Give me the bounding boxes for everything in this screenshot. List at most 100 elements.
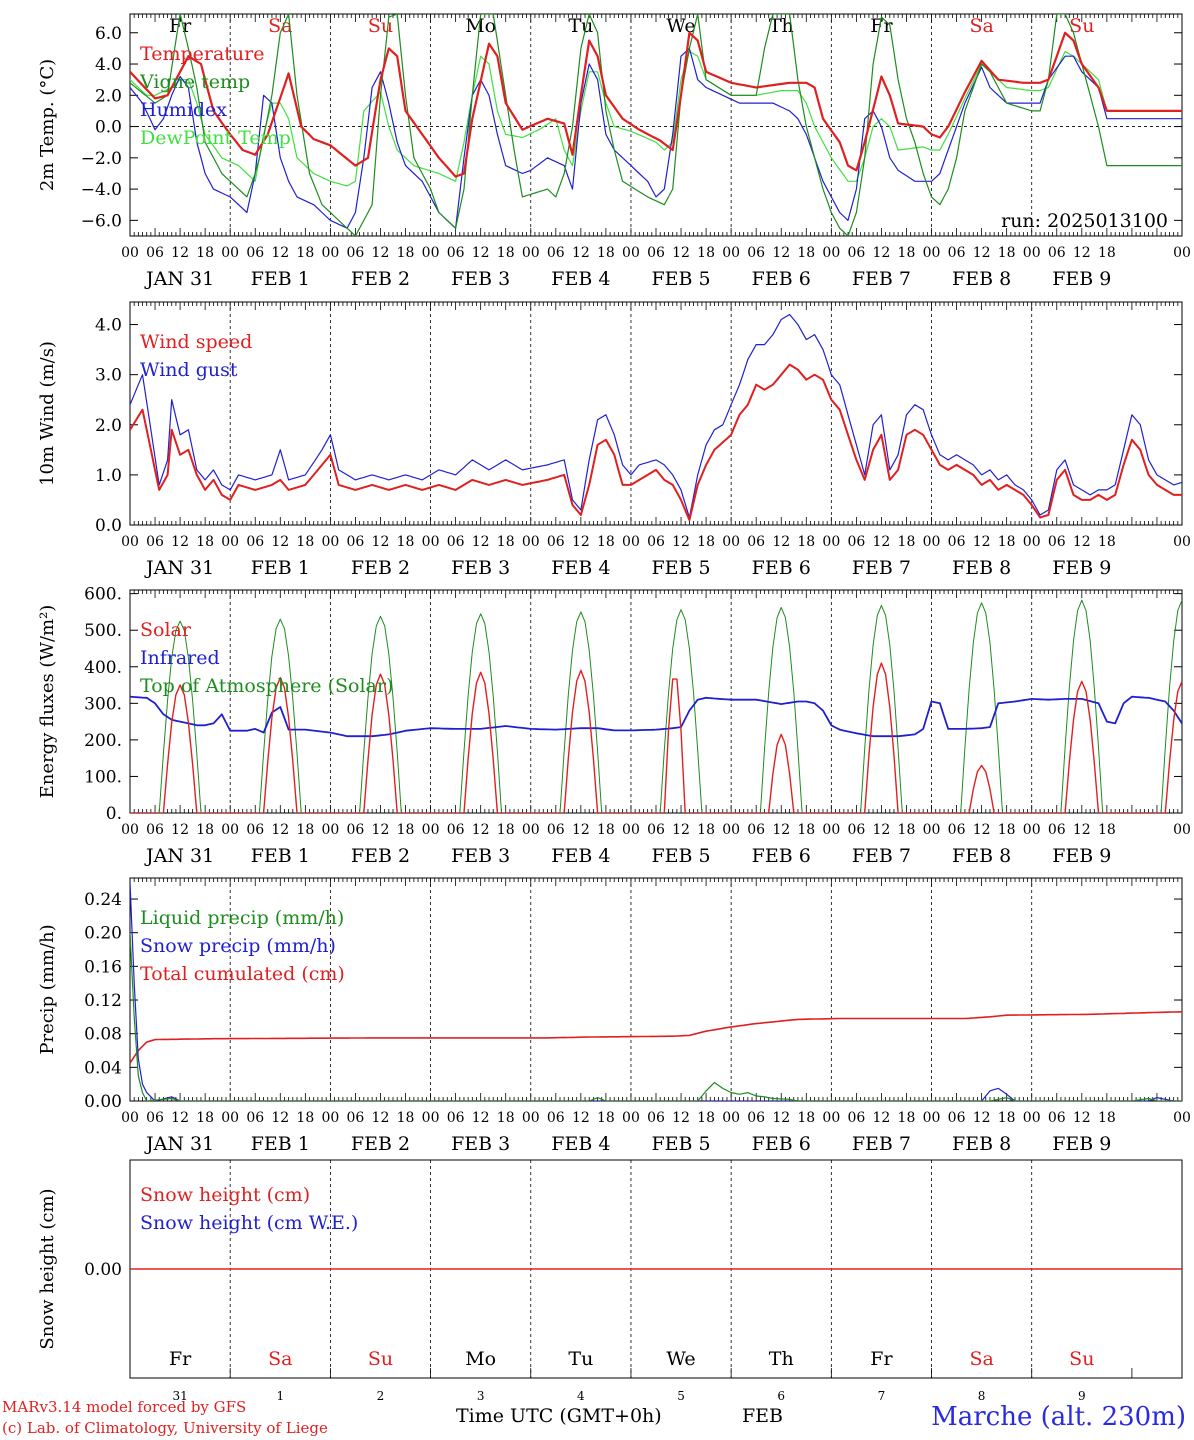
date-label: FEB 8 xyxy=(952,557,1011,579)
y-tick-label: 0.08 xyxy=(84,1025,122,1045)
hour-tick-label: 18 xyxy=(196,1110,214,1126)
weekday-label: We xyxy=(666,1348,695,1370)
date-label: FEB 7 xyxy=(852,845,911,867)
date-label: FEB 5 xyxy=(651,268,710,290)
hour-tick-label: 12 xyxy=(772,822,790,838)
hour-tick-label: 00 xyxy=(1173,1110,1191,1126)
date-label: FEB 7 xyxy=(852,268,911,290)
hour-tick-label: 12 xyxy=(572,245,590,261)
y-tick-label: 1.0 xyxy=(95,466,122,486)
time-axis-title: Time UTC (GMT+0h) xyxy=(456,1405,662,1427)
date-label: JAN 31 xyxy=(144,268,214,290)
weekday-label: Su xyxy=(1069,1348,1094,1370)
hour-tick-label: 18 xyxy=(697,245,715,261)
hour-tick-label: 06 xyxy=(347,534,365,550)
hour-tick-label: 12 xyxy=(973,1110,991,1126)
hour-tick-label: 06 xyxy=(847,534,865,550)
hour-tick-label: 06 xyxy=(547,534,565,550)
hour-tick-label: 12 xyxy=(472,534,490,550)
hour-tick-label: 06 xyxy=(647,822,665,838)
weekday-label: Fr xyxy=(169,15,192,37)
date-label: FEB 3 xyxy=(451,557,510,579)
date-label: FEB 4 xyxy=(551,557,610,579)
y-tick-label: 100. xyxy=(84,767,122,787)
hour-tick-label: 06 xyxy=(948,1110,966,1126)
hour-tick-label: 00 xyxy=(1023,534,1041,550)
hour-tick-label: 18 xyxy=(797,245,815,261)
series-group xyxy=(130,313,1182,521)
date-label: FEB 1 xyxy=(251,845,310,867)
date-label: FEB 7 xyxy=(852,1133,911,1155)
hour-tick-label: 12 xyxy=(672,534,690,550)
hour-tick-label: 18 xyxy=(497,1110,515,1126)
hour-tick-label: 06 xyxy=(747,245,765,261)
hour-tick-label: 12 xyxy=(772,245,790,261)
legend-entry: Wind speed xyxy=(140,331,252,353)
month-label: FEB xyxy=(742,1405,784,1427)
hour-tick-label: 06 xyxy=(948,822,966,838)
series-line-dewpoint-temp xyxy=(130,50,1182,187)
hour-tick-label: 12 xyxy=(472,1110,490,1126)
legend-entry: Snow height (cm) xyxy=(140,1184,310,1206)
hour-tick-label: 18 xyxy=(196,822,214,838)
hour-tick-label: 06 xyxy=(146,245,164,261)
hour-tick-label: 18 xyxy=(597,534,615,550)
hour-tick-label: 06 xyxy=(146,1110,164,1126)
hour-tick-label: 18 xyxy=(797,822,815,838)
date-label: FEB 5 xyxy=(651,845,710,867)
hour-tick-label: 00 xyxy=(522,1110,540,1126)
hour-tick-label: 18 xyxy=(1098,822,1116,838)
panel-precip: 00 06 12 18 00 06 12 18 00 06 12 18 00 06 12 18 00 06 12 18… xyxy=(37,877,1191,1155)
weekday-label: Mo xyxy=(465,15,496,37)
hour-tick-label: 06 xyxy=(347,245,365,261)
hour-tick-label: 00 xyxy=(1173,534,1191,550)
hour-tick-label: 06 xyxy=(847,1110,865,1126)
day-number-label: 6 xyxy=(777,1389,785,1403)
day-number-label: 2 xyxy=(377,1389,385,1403)
hour-tick-label: 18 xyxy=(1098,1110,1116,1126)
hour-tick-label: 00 xyxy=(622,245,640,261)
series-line-liquid-precip-mm-h- xyxy=(130,932,1182,1101)
y-tick-label: 0. xyxy=(106,804,122,824)
hour-tick-label: 00 xyxy=(1023,245,1041,261)
y-tick-label: 2.0 xyxy=(95,416,122,436)
y-tick-label: 0.12 xyxy=(84,991,122,1011)
hour-tick-label: 06 xyxy=(1048,245,1066,261)
hour-tick-label: 00 xyxy=(1173,245,1191,261)
y-axis-label: 10m Wind (m/s) xyxy=(37,341,58,486)
hour-tick-label: 12 xyxy=(1073,245,1091,261)
hour-tick-label: 06 xyxy=(647,534,665,550)
weekday-label: Su xyxy=(1069,15,1094,37)
hour-tick-label: 18 xyxy=(196,534,214,550)
panel-wind: 00 06 12 18 00 06 12 18 00 06 12 18 00 06 12 18 00 06 12 18… xyxy=(37,301,1191,579)
day-number-label: 31 xyxy=(172,1389,187,1403)
hour-tick-label: 00 xyxy=(422,534,440,550)
panel-temperature: 00 06 12 18 00 06 12 18 00 06 12 18 00 06 12 18 00 06 12 18… xyxy=(37,13,1191,290)
hour-tick-label: 18 xyxy=(597,1110,615,1126)
date-label: FEB 8 xyxy=(952,1133,1011,1155)
hour-tick-label: 06 xyxy=(847,245,865,261)
hour-tick-label: 00 xyxy=(121,822,139,838)
hour-tick-label: 12 xyxy=(973,245,991,261)
hour-tick-label: 12 xyxy=(873,245,891,261)
date-label: FEB 2 xyxy=(351,845,410,867)
hour-tick-label: 00 xyxy=(221,1110,239,1126)
date-label: FEB 1 xyxy=(251,268,310,290)
date-label: FEB 3 xyxy=(451,845,510,867)
hour-tick-label: 06 xyxy=(246,245,264,261)
weekday-label: Sa xyxy=(969,15,993,37)
weekday-label: Su xyxy=(368,15,393,37)
legend-entry: Snow height (cm W.E.) xyxy=(140,1212,358,1234)
y-tick-label: 0.20 xyxy=(84,924,122,944)
date-label: FEB 4 xyxy=(551,1133,610,1155)
date-label: FEB 3 xyxy=(451,268,510,290)
hour-tick-label: 00 xyxy=(722,822,740,838)
weekday-label: Su xyxy=(368,1348,393,1370)
run-label: run: 2025013100 xyxy=(1001,210,1168,232)
y-tick-label: 400. xyxy=(84,658,122,678)
hour-tick-label: 12 xyxy=(973,534,991,550)
panel-frame xyxy=(129,13,1183,237)
hour-tick-label: 12 xyxy=(372,1110,390,1126)
day-number-label: 8 xyxy=(978,1389,986,1403)
hour-tick-label: 00 xyxy=(422,822,440,838)
